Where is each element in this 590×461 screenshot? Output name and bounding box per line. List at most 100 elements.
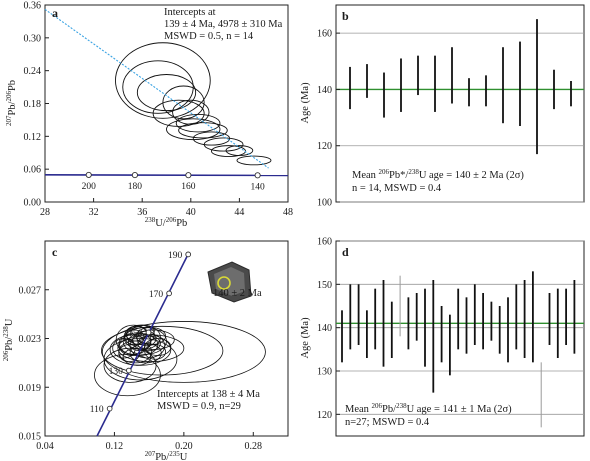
- panel-d-ytick-label-1: 130: [317, 367, 332, 378]
- panel-a-tag: a: [52, 6, 58, 20]
- panel-a-regression-line: [44, 8, 269, 169]
- panel-b-tag: b: [342, 9, 349, 23]
- panel-b-y-axis-label: Age (Ma): [300, 82, 311, 124]
- panel-d-axis-ticks: 120 130 140 150 160: [317, 237, 340, 421]
- panel-a-ellipses: [115, 42, 272, 166]
- panel-c-ellipse-13: [132, 329, 175, 350]
- panel-b-age-plot: 100 120 140 160 b Mean 206Pb*/238U age = 14…: [300, 4, 585, 209]
- panel-a-ellipse-8: [178, 122, 228, 139]
- panel-a-ellipse-12: [225, 145, 254, 156]
- panel-c-ellipses: [94, 321, 266, 397]
- panel-c-annotation-line-1: Intercepts at 138 ± 4 Ma: [157, 389, 260, 400]
- panel-c-xtick-label-3: 0.28: [245, 441, 263, 452]
- panel-a-ytick-label-0: 0.00: [24, 198, 42, 209]
- panel-d-caption-line-1: Mean 206Pb/238U age = 141 ± 1 Ma (2σ): [345, 402, 512, 415]
- panel-a-lines: 200 180 160 140: [44, 8, 289, 192]
- panel-a-xtick-label-4: 44: [234, 207, 244, 218]
- panel-c-tag: c: [52, 245, 58, 259]
- panel-a-xtick-label-2: 36: [137, 207, 147, 218]
- panel-c-ytick-label-0: 0.015: [19, 432, 42, 443]
- panel-c-xtick-label-2: 0.20: [175, 441, 193, 452]
- panel-a-ellipse-9: [192, 131, 231, 146]
- panel-c-ellipse-21: [131, 324, 155, 338]
- panel-d-ytick-label-0: 120: [317, 410, 332, 421]
- panel-a-ellipse-5: [172, 99, 210, 125]
- panel-c-concordia-label-4: 190: [168, 251, 183, 261]
- panel-a-concordia-label-0: 200: [82, 182, 97, 192]
- panel-a-ellipse-0: [115, 42, 211, 119]
- panel-a-ellipse-13: [236, 155, 272, 166]
- panel-c-ellipse-6: [117, 334, 185, 363]
- panel-c-inset-label: 140 ± 2 Ma: [213, 288, 262, 299]
- panel-c-ellipse-2: [94, 353, 161, 397]
- panel-a-ellipse-10: [203, 137, 244, 152]
- panel-a-ellipse-1: [122, 60, 194, 114]
- panel-c-concordia-label-0: 110: [90, 405, 104, 415]
- panel-a-ellipse-7: [166, 118, 221, 141]
- panel-c-concordia-curve: [96, 252, 190, 437]
- panel-d-error-bars: [336, 271, 584, 428]
- panel-d-ytick-label-3: 150: [317, 280, 332, 291]
- panel-c-concordia-point-3: [166, 290, 172, 297]
- panel-b-caption-line-1: Mean 206Pb*/238U age = 140 ± 2 Ma (2σ): [352, 168, 524, 181]
- panel-a-xtick-label-3: 40: [186, 207, 196, 218]
- panel-c-axis-ticks: 0.04 0.12 0.20 0.28 0.015 0.019 0.023 0.027: [19, 285, 263, 452]
- panel-c-concordia-point-2: [145, 329, 152, 336]
- panel-c-ellipse-27: [112, 338, 136, 359]
- panel-a-annotation-line-2: 139 ± 4 Ma, 4978 ± 310 Ma: [164, 19, 283, 30]
- panel-a-xtick-label-5: 48: [283, 207, 293, 218]
- panel-c-concordia-label-2: 150: [128, 329, 143, 339]
- panel-a-ellipse-4: [152, 99, 205, 127]
- panel-d-ytick-label-4: 160: [317, 237, 332, 248]
- panel-b-caption-line-2: n = 14, MSWD = 0.4: [352, 183, 442, 194]
- panel-b-axis-ticks: 100 120 140 160: [317, 29, 340, 209]
- panel-c-x-axis-label: 207Pb/235U: [145, 450, 188, 461]
- panel-a-ellipse-6: [175, 113, 221, 133]
- panel-d-gridlines: [336, 240, 584, 415]
- panel-a-ellipse-2: [136, 74, 197, 112]
- panel-c-xtick-label-0: 0.04: [36, 441, 54, 452]
- panel-a-concordia-label-3: 140: [251, 182, 266, 192]
- panel-a-concordia-point-0: [85, 171, 92, 178]
- panel-b-ytick-label-1: 120: [317, 141, 332, 152]
- panel-a-ytick-label-6: 0.36: [24, 1, 42, 12]
- panel-a-concordia-label-1: 180: [128, 182, 143, 192]
- panel-a-xtick-label-1: 32: [89, 207, 99, 218]
- panel-a-ytick-label-3: 0.18: [24, 99, 42, 110]
- panel-b-ytick-label-2: 140: [317, 85, 332, 96]
- panel-a-concordia-point-2: [185, 172, 192, 179]
- panel-a-y-axis-label: 207Pb/206Pb: [5, 80, 18, 126]
- panel-a-ellipse-3: [162, 85, 205, 120]
- panel-c-concordia-point-0: [106, 405, 113, 412]
- panel-c-ellipse-24: [122, 347, 152, 366]
- panel-d-ytick-label-2: 140: [317, 323, 332, 334]
- panel-c-y-axis-label: 206Pb/238U: [2, 318, 15, 361]
- panel-a-ytick-label-5: 0.30: [24, 33, 42, 44]
- panel-c-ellipse-23: [144, 338, 172, 356]
- panel-a-ytick-label-1: 0.06: [24, 165, 42, 176]
- panel-b-ytick-label-0: 100: [317, 198, 332, 209]
- panel-c-concordia-label-1: 130: [109, 367, 124, 377]
- panel-d-age-plot: 120 130 140 150 160 d Mean 206Pb/238U age = …: [300, 237, 585, 437]
- panel-c-xtick-label-1: 0.12: [106, 441, 124, 452]
- panel-a-concordia-point-1: [131, 172, 138, 179]
- panel-c-concordia-point-4: [185, 251, 192, 258]
- panel-d-caption-line-2: n=27; MSWD = 0.4: [345, 417, 430, 428]
- panel-a-ytick-label-4: 0.24: [24, 66, 42, 77]
- zircon-crystal-image: [207, 261, 252, 303]
- panel-a-concordia-point-3: [254, 172, 261, 179]
- panel-a-x-axis-label: 238U/206Pb: [145, 216, 188, 229]
- panel-b-error-bars: [336, 19, 584, 155]
- panel-c-ytick-label-3: 0.027: [19, 285, 42, 296]
- panel-c-ytick-label-1: 0.019: [19, 383, 42, 394]
- panel-a-axis-ticks: 28 32 36 40 44 48 0.00 0.06 0.12 0.18 0.24 0.30 0.36: [24, 1, 294, 219]
- panel-a-ytick-label-2: 0.12: [24, 132, 42, 143]
- panel-c-ytick-label-2: 0.023: [19, 334, 42, 345]
- panel-c-concordia: 110 130 150 170 190: [90, 251, 192, 437]
- panel-a-concordia-curve: [44, 174, 289, 177]
- panel-c-concordia-point-1: [125, 367, 132, 374]
- panel-c-annotation-line-2: MSWD = 0.9, n=29: [157, 401, 241, 412]
- panel-c-ellipse-0: [101, 321, 266, 383]
- panel-c-ellipse-28: [144, 344, 167, 360]
